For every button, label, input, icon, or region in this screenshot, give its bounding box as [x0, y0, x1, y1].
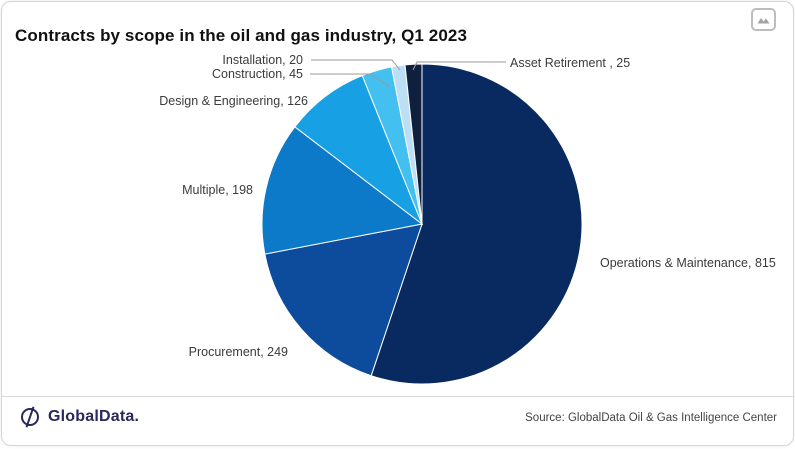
pie-slice-multiple — [261, 126, 424, 255]
pie-slice-design-engineering — [294, 74, 424, 226]
chart-title: Contracts by scope in the oil and gas in… — [15, 26, 468, 45]
globaldata-logo: GlobalData. — [19, 406, 139, 428]
source-text: Source: GlobalData Oil & Gas Intelligenc… — [525, 412, 777, 424]
pie-slice-operations-maintenance — [370, 63, 583, 385]
slice-label-multiple: Multiple, 198 — [182, 183, 253, 197]
leader-line-asset-retirement — [412, 61, 506, 71]
slice-label-design-engineering: Design & Engineering, 126 — [159, 94, 308, 108]
slice-label-construction: Construction, 45 — [211, 67, 303, 81]
pie-slice-procurement — [264, 223, 423, 377]
pie-slice-asset-retirement — [404, 63, 423, 225]
footer-divider — [2, 396, 793, 397]
leader-lines — [310, 59, 506, 88]
leader-line-installation — [311, 59, 401, 71]
slice-label-asset-retirement: Asset Retirement , 25 — [510, 56, 631, 70]
slice-label-installation: Installation, 20 — [222, 53, 303, 67]
slice-label-procurement: Procurement, 249 — [188, 345, 288, 359]
leader-line-construction — [310, 73, 391, 88]
image-chart-icon — [757, 18, 770, 24]
globaldata-logo-text: GlobalData. — [48, 408, 140, 425]
chart-type-badge[interactable] — [751, 8, 776, 31]
pie-slices — [261, 63, 583, 385]
slice-label-operations-maintenance: Operations & Maintenance, 815 — [600, 256, 776, 270]
globaldata-logo-icon — [21, 406, 39, 428]
